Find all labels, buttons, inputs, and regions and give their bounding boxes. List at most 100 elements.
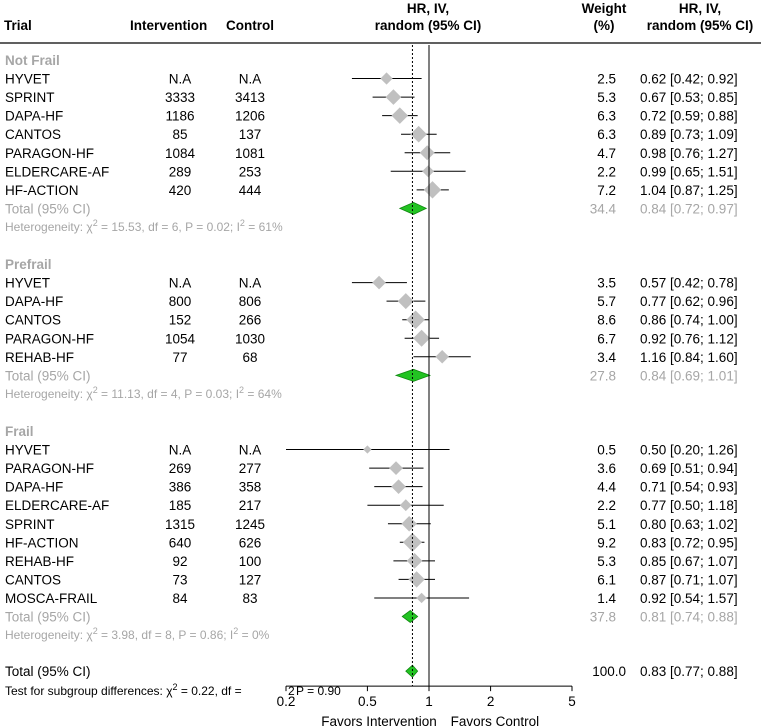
- study-weight: 6.1: [597, 572, 616, 587]
- col-header-effect-line2: random (95% CI): [375, 18, 482, 33]
- subgroup-test-df-value: 2: [288, 684, 295, 698]
- study-point: [389, 461, 403, 475]
- overall-total-diamond: [405, 664, 419, 678]
- study-point: [413, 329, 431, 347]
- intervention-n: N.A: [169, 443, 192, 458]
- study-point: [416, 592, 427, 604]
- intervention-n: N.A: [169, 276, 192, 291]
- study-weight: 7.2: [597, 183, 616, 198]
- trial-name: HYVET: [5, 72, 50, 87]
- trial-name: REHAB-HF: [5, 554, 74, 569]
- study-weight: 5.3: [597, 90, 616, 105]
- control-n: 83: [242, 591, 257, 606]
- subgroup-total-hr-ci: 0.84 [0.69; 1.01]: [640, 368, 738, 383]
- control-n: 1206: [235, 109, 265, 124]
- control-n: 806: [239, 294, 262, 309]
- trial-name: MOSCA-FRAIL: [5, 591, 98, 606]
- trial-name: PARAGON-HF: [5, 331, 94, 346]
- study-weight: 9.2: [597, 535, 616, 550]
- study-point: [391, 479, 406, 494]
- intervention-n: N.A: [169, 72, 192, 87]
- intervention-n: 77: [172, 350, 187, 365]
- intervention-n: 386: [169, 480, 192, 495]
- trial-name: HYVET: [5, 443, 50, 458]
- control-n: 277: [239, 461, 262, 476]
- trial-name: REHAB-HF: [5, 350, 74, 365]
- study-point: [435, 350, 449, 364]
- intervention-n: 269: [169, 461, 192, 476]
- study-hr-ci: 0.85 [0.67; 1.07]: [640, 554, 738, 569]
- control-n: 137: [239, 127, 262, 142]
- study-point: [401, 516, 417, 532]
- intervention-n: 1315: [165, 517, 195, 532]
- study-hr-ci: 0.62 [0.42; 0.92]: [640, 72, 738, 87]
- control-n: N.A: [239, 72, 262, 87]
- intervention-n: 289: [169, 164, 192, 179]
- intervention-n: 152: [169, 313, 192, 328]
- col-header-effect-line1: HR, IV,: [407, 1, 449, 16]
- study-point: [422, 165, 435, 178]
- trial-name: SPRINT: [5, 517, 55, 532]
- overall-total-hr-ci: 0.83 [0.77; 0.88]: [640, 664, 738, 679]
- intervention-n: 3333: [165, 90, 195, 105]
- study-hr-ci: 0.72 [0.59; 0.88]: [640, 109, 738, 124]
- control-n: 1245: [235, 517, 265, 532]
- control-n: 358: [239, 480, 262, 495]
- control-n: N.A: [239, 443, 262, 458]
- heterogeneity-text: Heterogeneity: χ2 = 3.98, df = 8, P = 0.…: [5, 626, 270, 642]
- subgroup-header: Prefrail: [5, 257, 52, 272]
- intervention-n: 1186: [165, 109, 194, 124]
- subgroup-total-weight: 27.8: [590, 368, 616, 383]
- study-weight: 4.7: [597, 146, 616, 161]
- subgroup-test-text: Test for subgroup differences: χ2 = 0.22…: [5, 682, 242, 698]
- subgroup-total-diamond: [401, 609, 419, 624]
- control-n: 68: [242, 350, 257, 365]
- study-point: [410, 125, 427, 143]
- col-header-weight-line1: Weight: [582, 1, 627, 16]
- subgroup-total-weight: 34.4: [590, 201, 617, 216]
- study-weight: 0.5: [597, 443, 616, 458]
- intervention-n: 84: [172, 591, 188, 606]
- study-hr-ci: 0.77 [0.50; 1.18]: [640, 498, 738, 513]
- study-hr-ci: 0.57 [0.42; 0.78]: [640, 276, 738, 291]
- study-weight: 2.5: [597, 72, 616, 87]
- heterogeneity-text: Heterogeneity: χ2 = 11.13, df = 4, P = 0…: [5, 385, 282, 401]
- trial-name: CANTOS: [5, 572, 61, 587]
- subgroup-header: Not Frail: [5, 53, 60, 68]
- study-hr-ci: 1.16 [0.84; 1.60]: [640, 350, 738, 365]
- study-weight: 1.4: [597, 591, 616, 606]
- intervention-n: 92: [172, 554, 187, 569]
- x-label-favors-control: Favors Control: [451, 714, 540, 727]
- x-tick-label: 2: [487, 694, 495, 709]
- col-header-weight-line2: (%): [594, 18, 615, 33]
- study-point: [391, 107, 409, 124]
- control-n: 1030: [235, 331, 265, 346]
- x-tick-label: 1: [425, 694, 433, 709]
- study-weight: 6.7: [597, 331, 616, 346]
- subgroup-total-diamond: [398, 201, 428, 215]
- overall-total-weight: 100.0: [592, 664, 626, 679]
- trial-name: CANTOS: [5, 313, 61, 328]
- intervention-n: 800: [169, 294, 192, 309]
- study-weight: 6.3: [597, 109, 616, 124]
- intervention-n: 85: [172, 127, 187, 142]
- trial-name: CANTOS: [5, 127, 61, 142]
- x-tick-label: 5: [568, 694, 576, 709]
- study-hr-ci: 0.92 [0.76; 1.12]: [640, 331, 738, 346]
- study-hr-ci: 0.71 [0.54; 0.93]: [640, 480, 738, 495]
- study-weight: 4.4: [597, 480, 616, 495]
- study-point: [380, 72, 393, 85]
- subgroup-total-hr-ci: 0.81 [0.74; 0.88]: [640, 610, 738, 625]
- trial-name: DAPA-HF: [5, 480, 63, 495]
- trial-name: PARAGON-HF: [5, 146, 94, 161]
- subgroup-total-label: Total (95% CI): [5, 610, 91, 625]
- subgroup-total-label: Total (95% CI): [5, 201, 91, 216]
- study-point: [419, 145, 435, 161]
- intervention-n: 640: [169, 535, 192, 550]
- study-hr-ci: 0.99 [0.65; 1.51]: [640, 164, 738, 179]
- study-weight: 2.2: [597, 498, 616, 513]
- col-header-intervention: Intervention: [130, 18, 207, 33]
- intervention-n: 1054: [165, 331, 196, 346]
- trial-name: HF-ACTION: [5, 183, 79, 198]
- study-point: [372, 275, 386, 290]
